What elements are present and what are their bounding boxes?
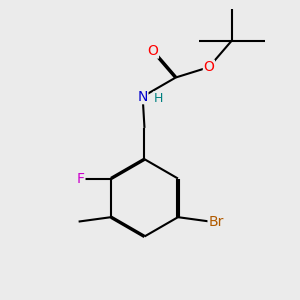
Text: H: H (153, 92, 163, 105)
Text: O: O (203, 60, 214, 74)
Text: Br: Br (208, 214, 224, 229)
Text: N: N (137, 90, 148, 104)
Text: O: O (148, 44, 158, 58)
Text: F: F (77, 172, 85, 185)
